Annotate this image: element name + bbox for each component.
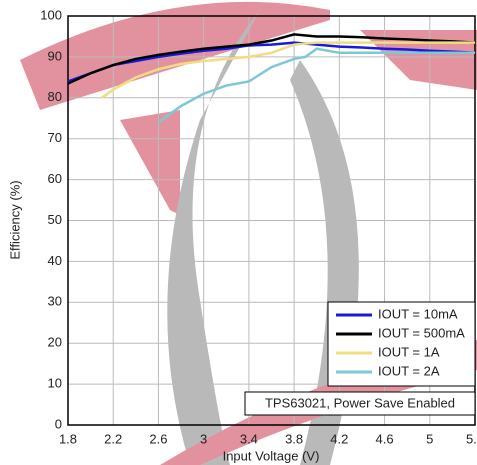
- series-line: [67, 33, 476, 85]
- legend-label: IOUT = 1A: [378, 344, 440, 359]
- plot-frame: [67, 15, 476, 426]
- x-axis-label: Input Voltage (V): [223, 448, 320, 463]
- x-tick-label: 3.8: [285, 431, 303, 446]
- x-tick-label: 2.6: [149, 431, 167, 446]
- x-tick-label: 1.8: [59, 431, 77, 446]
- y-tick-label: 30: [48, 294, 62, 309]
- y-tick-label: 40: [48, 253, 62, 268]
- annotation-box: [244, 391, 476, 416]
- y-tick-label: 100: [40, 7, 62, 22]
- x-tick-label: 2.2: [104, 431, 122, 446]
- x-tick-label: 4.2: [330, 431, 348, 446]
- y-axis-label: Efficiency (%): [7, 180, 22, 259]
- series-line: [157, 47, 475, 124]
- y-tick-label: 10: [48, 376, 62, 391]
- series-line: [67, 41, 476, 83]
- annotation: TPS63021, Power Save Enabled: [265, 395, 455, 410]
- y-tick-label: 60: [48, 171, 62, 186]
- x-tick-label: 5: [426, 431, 433, 446]
- x-tick-label: 4.6: [376, 431, 394, 446]
- x-tick-label: 5.4: [466, 431, 477, 446]
- x-tick-label: 3: [200, 431, 207, 446]
- series-line: [101, 41, 475, 99]
- legend-label: IOUT = 2A: [378, 363, 440, 378]
- y-tick-label: 90: [48, 48, 62, 63]
- y-tick-label: 0: [55, 416, 62, 431]
- y-tick-label: 20: [48, 335, 62, 350]
- y-tick-label: 80: [48, 89, 62, 104]
- x-tick-label: 3.4: [240, 431, 258, 446]
- legend-label: IOUT = 500mA: [378, 325, 465, 340]
- legend-label: IOUT = 10mA: [378, 306, 458, 321]
- y-tick-label: 70: [48, 130, 62, 145]
- y-tick-label: 50: [48, 212, 62, 227]
